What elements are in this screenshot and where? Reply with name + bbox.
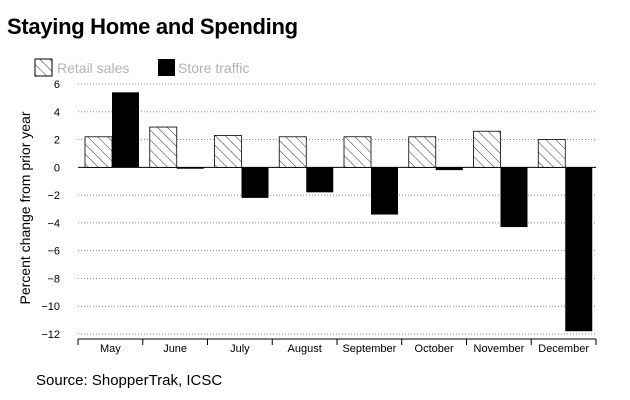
bar-retail-sales xyxy=(473,130,501,168)
bar-retail-sales xyxy=(84,136,113,168)
y-tick-label: 4 xyxy=(54,107,60,119)
x-axis: May June July August September October Novembe… xyxy=(77,338,597,355)
legend-swatch-store-traffic xyxy=(158,59,175,76)
y-tick-label: −10 xyxy=(41,301,60,313)
y-axis-title: Percent change from prior year xyxy=(17,111,33,304)
legend: Retail sales Store traffic xyxy=(34,58,249,77)
legend-swatch-retail-sales xyxy=(34,58,53,77)
bar-store-traffic xyxy=(112,92,139,168)
bar-retail-sales xyxy=(343,136,372,168)
y-tick-label: −2 xyxy=(47,190,60,202)
bar-store-traffic xyxy=(371,167,398,215)
y-tick-label: −8 xyxy=(47,273,60,285)
y-tick-label: −6 xyxy=(47,246,60,258)
x-tick-label: October xyxy=(415,343,454,355)
bar-retail-sales xyxy=(214,134,242,168)
bar-store-traffic xyxy=(435,167,463,171)
bar-store-traffic xyxy=(176,167,204,169)
bar-store-traffic xyxy=(500,167,528,228)
x-tick-label: December xyxy=(538,343,589,355)
bar-retail-sales xyxy=(408,136,437,168)
y-tick-label: −12 xyxy=(41,329,60,341)
bars xyxy=(84,92,593,332)
x-tick-label: July xyxy=(230,343,250,355)
legend-label-store-traffic: Store traffic xyxy=(178,60,249,76)
x-tick-label: September xyxy=(342,343,396,355)
grid xyxy=(78,83,596,335)
bar-retail-sales xyxy=(537,139,566,168)
x-tick-label: August xyxy=(288,343,322,355)
x-tick-label: June xyxy=(163,343,187,355)
bar-retail-sales xyxy=(278,136,307,168)
y-tick-label: 0 xyxy=(54,162,60,174)
y-tick-label: 6 xyxy=(54,79,60,91)
y-tick-label: −4 xyxy=(47,218,60,230)
legend-label-retail-sales: Retail sales xyxy=(57,60,129,76)
x-tick-label: November xyxy=(474,343,525,355)
x-tick-label: May xyxy=(100,343,121,355)
source-note: Source: ShopperTrak, ICSC xyxy=(36,372,223,389)
chart-title: Staying Home and Spending xyxy=(7,14,298,39)
bar-store-traffic xyxy=(306,167,334,193)
y-ticks: 6 4 2 0 −2 −4 −6 −8 −10 −12 xyxy=(41,79,60,341)
y-tick-label: 2 xyxy=(54,135,60,147)
bar-store-traffic xyxy=(241,167,269,198)
bar-store-traffic xyxy=(565,167,593,332)
bar-retail-sales xyxy=(149,126,178,168)
